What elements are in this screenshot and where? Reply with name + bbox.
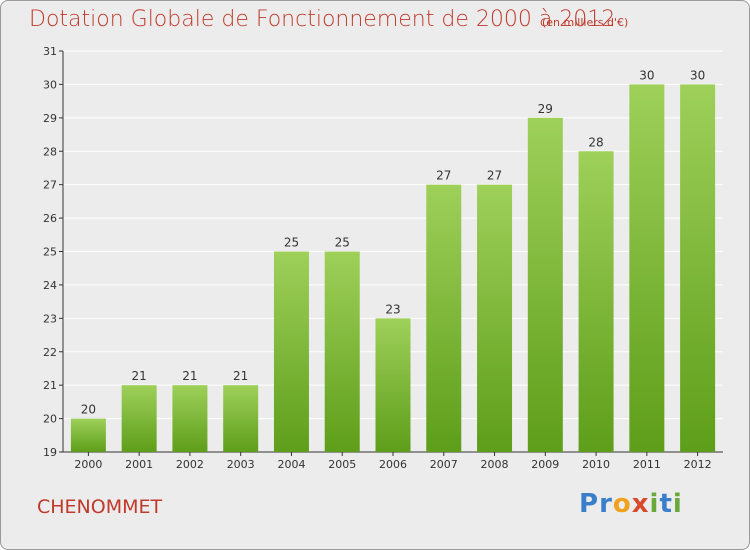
x-tick-label: 2009 [531,458,559,471]
y-tick-label: 30 [43,78,57,91]
x-tick-label: 2003 [227,458,255,471]
x-tick-label: 2008 [481,458,509,471]
x-tick-label: 2002 [176,458,204,471]
bar [121,385,157,452]
bar [223,385,259,452]
x-tick-label: 2007 [430,458,458,471]
data-label: 29 [538,102,553,116]
data-label: 27 [436,169,451,183]
data-label: 27 [487,169,502,183]
y-tick-label: 28 [43,145,57,158]
x-tick-label: 2005 [328,458,356,471]
logo-letter: o [612,489,632,519]
bar [477,184,513,452]
y-tick-label: 20 [43,413,57,426]
bar [426,184,462,452]
bar [172,385,208,452]
data-label: 25 [335,236,350,250]
y-tick-label: 29 [43,112,57,125]
chart-unit: (en milliers d'€) [542,16,629,29]
bar [375,318,411,452]
proxiti-logo[interactable]: Proxiti [579,489,683,519]
x-tick-label: 2000 [74,458,102,471]
y-tick-label: 24 [43,279,57,292]
y-tick-label: 31 [43,45,57,58]
x-tick-label: 2006 [379,458,407,471]
x-tick-label: 2004 [277,458,305,471]
data-label: 21 [132,369,147,383]
y-tick-label: 26 [43,212,57,225]
logo-letter: P [579,489,600,519]
bar [629,84,665,453]
y-tick-label: 25 [43,246,57,259]
bar [527,117,563,452]
data-label: 28 [588,135,603,149]
x-tick-label: 2012 [684,458,712,471]
bar [273,251,309,452]
x-tick-label: 2010 [582,458,610,471]
data-label: 23 [385,302,400,316]
y-tick-label: 21 [43,379,57,392]
x-tick-label: 2011 [633,458,661,471]
data-label: 30 [690,68,705,82]
logo-letter: x [631,489,650,519]
location-name: CHENOMMET [37,496,163,518]
y-tick-label: 23 [43,312,57,325]
data-label: 21 [182,369,197,383]
logo-letter: i [672,489,683,519]
data-label: 30 [639,68,654,82]
data-label: 25 [284,236,299,250]
y-tick-label: 19 [43,446,57,459]
logo-letter: t [659,489,673,519]
chart-title: Dotation Globale de Fonctionnement de 20… [29,7,616,32]
data-label: 20 [81,403,96,417]
logo-letter: r [599,489,613,519]
y-tick-label: 22 [43,346,57,359]
y-tick-label: 27 [43,179,57,192]
data-label: 21 [233,369,248,383]
x-tick-label: 2001 [125,458,153,471]
bar [70,418,106,452]
bar [680,84,716,453]
logo-letter: i [649,489,660,519]
bar [578,151,614,452]
bar [324,251,360,452]
